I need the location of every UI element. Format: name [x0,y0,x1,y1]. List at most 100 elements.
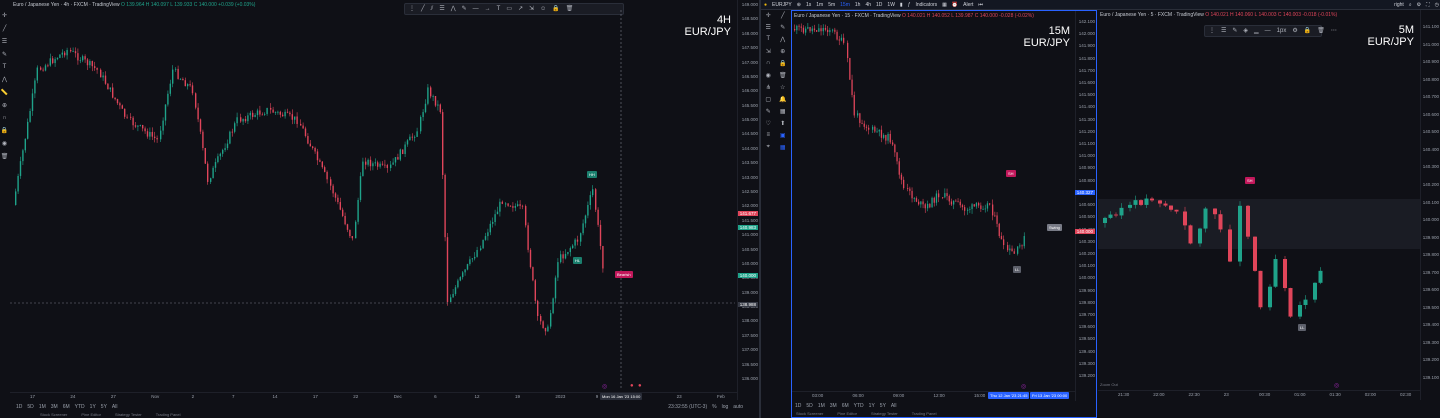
tab-stock-screener[interactable]: Stock Screener [40,412,68,417]
grip-icon[interactable]: ⋮ [409,5,415,12]
add-icon[interactable]: ⊕ [796,1,801,8]
chart-type-icon[interactable]: ▮ [899,1,903,8]
magnet-icon[interactable]: ∩ [2,115,7,121]
trendline-icon[interactable]: ╱ [2,26,7,32]
log-toggle[interactable]: log [721,404,729,410]
magnet-icon[interactable]: ∩ [766,60,771,66]
trash-icon[interactable]: 🗑 [0,154,9,160]
fib-icon[interactable]: ☰ [1,39,8,45]
timeframe-button[interactable]: 1m [816,1,824,8]
time-axis-4h[interactable]: 172427Nov27141722Dec61219202391623Feb [10,392,737,401]
pattern-icon[interactable]: ⋀ [2,77,7,83]
bell-icon[interactable]: 🔔 [779,97,787,103]
price-axis-4h[interactable]: 149.000 148.500 148.000 147.500 147.000 146.5… [737,0,759,400]
range-button[interactable]: 5D [806,403,813,409]
square-icon[interactable]: ▣ [779,133,786,139]
tab-strategy-tester[interactable]: Strategy Tester [114,412,142,417]
tree-icon[interactable]: ⋔ [765,85,771,91]
trash-icon[interactable]: 🗑 [1317,27,1325,34]
pencil-icon[interactable]: ✎ [765,109,771,115]
pattern-icon[interactable]: ⋀ [450,5,456,12]
chart-panel-4h[interactable]: ✛ ╱ ☰ ✎ T ⋀ 📏 ⊕ ∩ 🔒 ◉ 🗑 Euro / Japanese … [0,0,759,418]
zoom-icon[interactable]: ⊕ [780,49,786,55]
auto-toggle[interactable]: auto [733,404,743,410]
ruler-icon[interactable]: 📏 [0,90,9,96]
line-width[interactable]: 1px [1276,27,1287,34]
time-axis-5m[interactable]: 21:30 22:00 22:30 23 00:30 01:00 01:30 02:00 02:… [1098,390,1420,399]
tab-pine-editor[interactable]: Pine Editor [81,412,101,417]
indicators-icon[interactable]: ƒ [907,1,911,8]
brush-icon[interactable]: ✎ [780,25,786,31]
ray-icon[interactable]: → [484,5,491,12]
text-icon[interactable]: T [2,64,7,70]
pattern-icon[interactable]: ⋀ [780,37,786,43]
hline-icon[interactable]: ― [472,5,479,12]
range-button[interactable]: 5Y [879,403,886,409]
gear-icon[interactable]: ⚙ [1416,1,1422,8]
rocket-icon[interactable]: ⬆ [780,121,786,127]
alert-button[interactable]: Alert [963,1,974,8]
timeframe-button-active[interactable]: 15m [840,1,850,8]
fill-icon[interactable]: ◈ [1243,27,1249,34]
goto-realtime-icon[interactable]: ◎ [1334,383,1340,389]
tab-trading-panel[interactable]: Trading Panel [155,412,181,417]
tab-pine-editor[interactable]: Pine Editor [837,411,857,416]
layout-icon[interactable]: ▦ [942,1,947,8]
candlestick-chart-15m[interactable] [792,19,1074,393]
range-button[interactable]: 3M [829,403,837,409]
cursor-icon[interactable]: ⌖ [766,144,770,150]
chat-icon[interactable]: ▢ [765,97,772,103]
timeframe-button[interactable]: 5m [828,1,836,8]
range-button[interactable]: 6M [62,404,70,410]
text-icon[interactable]: T [766,36,771,42]
divider[interactable] [759,0,761,418]
timeframe-button[interactable]: 4h [865,1,872,8]
camera-icon[interactable]: ◷ [1434,1,1439,8]
heart-icon[interactable]: ♡ [765,121,771,127]
line-icon[interactable]: ╱ [421,5,425,12]
timeframe-button[interactable]: 1s [805,1,812,8]
ruler-icon[interactable]: ⇲ [765,49,771,55]
range-button[interactable]: 3M [50,404,58,410]
layers-icon[interactable]: ≡ [766,132,770,138]
range-button[interactable]: 1D [795,403,802,409]
layout-name[interactable]: right [1394,1,1404,8]
template-icon[interactable]: ☰ [1221,27,1227,34]
fib-icon[interactable]: ☰ [765,25,771,31]
range-button[interactable]: YTD [74,404,85,410]
timeframe-button[interactable]: 1W [887,1,895,8]
text-icon[interactable]: T [496,5,501,12]
tab-stock-screener[interactable]: Stock Screener [796,411,824,416]
goto-realtime-icon[interactable]: ◎ [1021,384,1027,390]
lock-icon[interactable]: 🔒 [779,61,787,67]
range-button[interactable]: All [111,404,118,410]
crosshair-icon[interactable]: ✛ [1,13,8,19]
lock-icon[interactable]: 🔒 [1303,27,1312,34]
fib-icon[interactable]: ☰ [439,5,445,12]
trendline-icon[interactable]: ╱ [780,13,785,19]
pencil-icon[interactable]: ✎ [1232,27,1238,34]
measure-icon[interactable]: ⇲ [529,5,535,12]
price-axis-5m[interactable]: 141.100 141.000 140.900 140.800 140.700 140.6… [1420,10,1440,400]
grip-icon[interactable]: ⋮ [1209,27,1215,34]
note-icon[interactable]: ▭ [506,5,512,12]
eye-icon[interactable]: ◉ [1,141,8,147]
fullscreen-icon[interactable]: ⛶ [1426,1,1430,8]
zoom-out-button[interactable]: Zoom Out [1100,382,1118,387]
range-button[interactable]: 1D [16,404,23,410]
arrow-icon[interactable]: ↗ [518,5,524,12]
emoji-icon[interactable]: ☺ [540,5,547,12]
range-button[interactable]: 1M [38,404,46,410]
channel-icon[interactable]: ⫽ [430,5,434,12]
trash-icon[interactable]: 🗑 [778,73,787,79]
line-style-icon[interactable]: ― [1264,27,1271,34]
percent-toggle[interactable]: % [712,404,717,410]
range-button[interactable]: 5Y [100,404,107,410]
search-icon[interactable]: ⌕ [1408,1,1412,8]
lock-icon[interactable]: 🔒 [0,128,9,134]
trash-icon[interactable]: 🗑 [565,5,574,12]
calendar-icon[interactable]: ▦ [779,109,786,115]
range-button[interactable]: 6M [841,403,849,409]
zoom-icon[interactable]: ⊕ [1,103,8,109]
crosshair-icon[interactable]: ✛ [765,13,771,19]
